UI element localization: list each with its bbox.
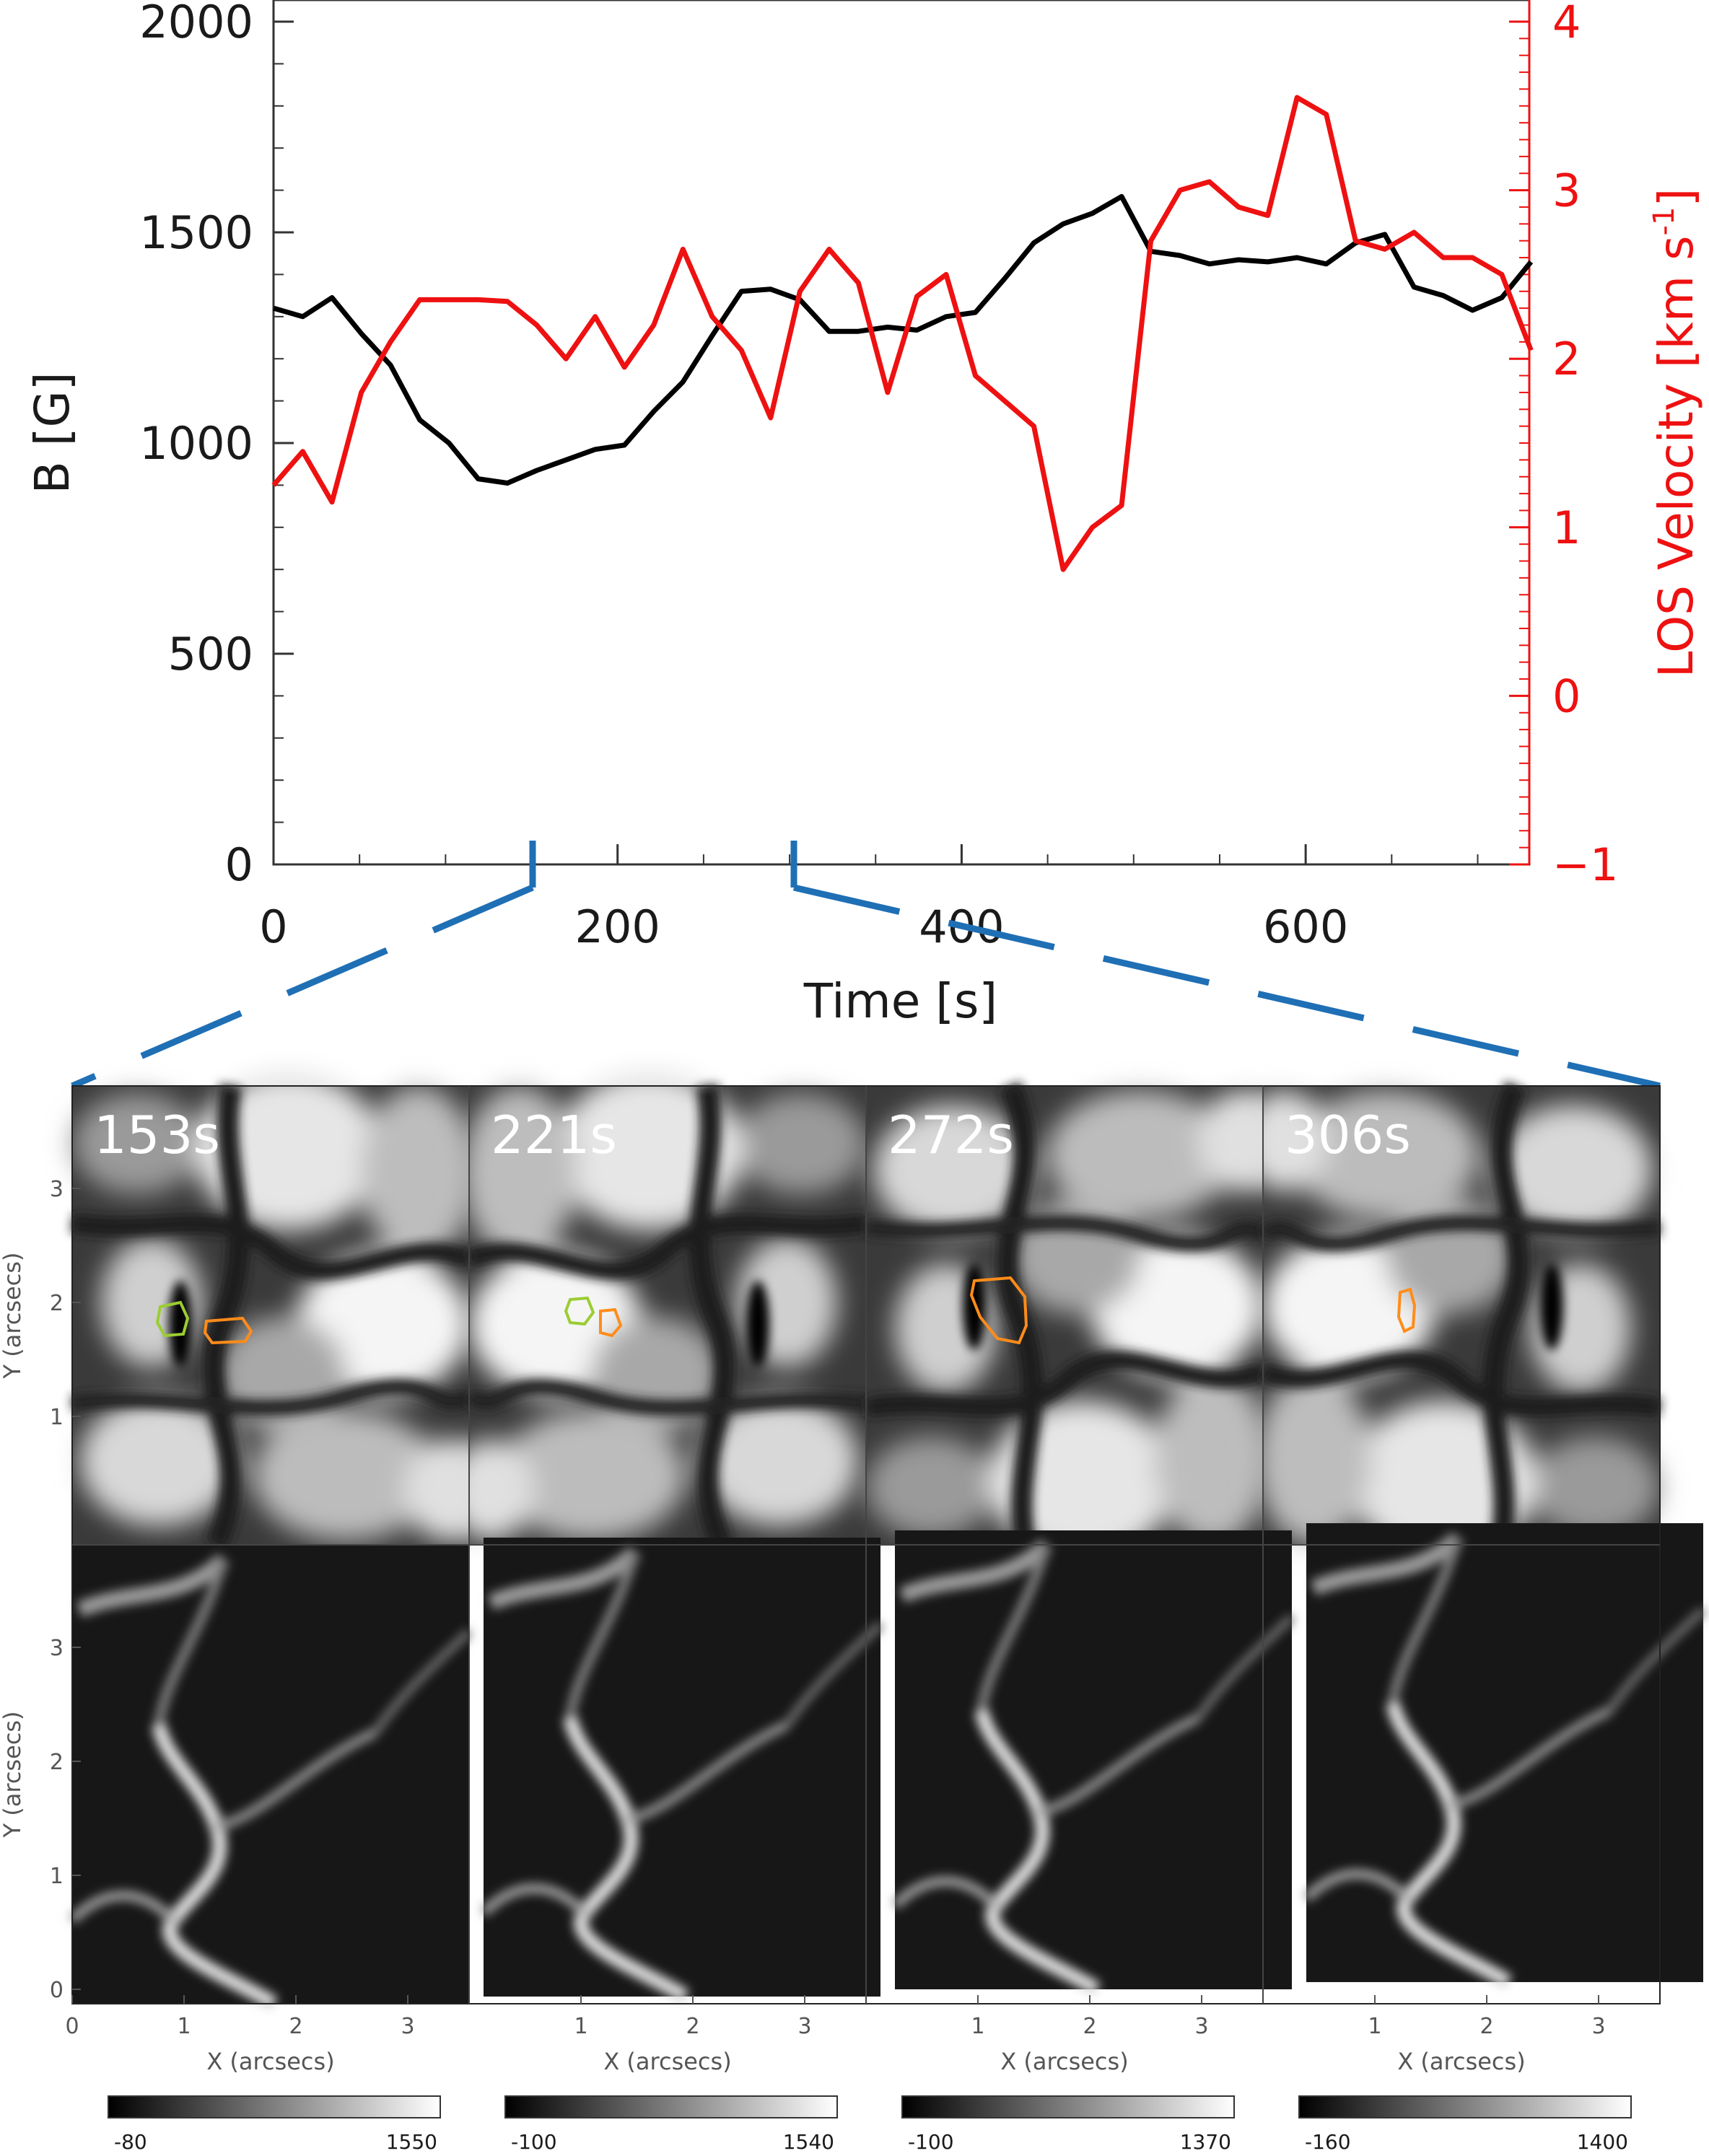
- y-tick-label: 1: [50, 1405, 64, 1430]
- colorbar-max-label: 1400: [1577, 2130, 1628, 2154]
- contour-green: [155, 1300, 190, 1338]
- right-y-axis: −1 0 1 2 3 4: [1509, 0, 1618, 891]
- contour-green: [564, 1296, 595, 1326]
- colorbar-min-label: -100: [908, 2130, 954, 2154]
- x-axis-label: X (arcsecs): [1397, 2048, 1525, 2075]
- y-tick-label: 3: [50, 1177, 64, 1202]
- grid-axes: 1 2 3 0 1 2 3 0 1 2 3 X (arcsecs) 1 2 3 X (arcsecs) 1 2 3 X…: [50, 1177, 1606, 2075]
- x-tick-label: 600: [1263, 900, 1348, 953]
- intensity-panel-3: [866, 1086, 1285, 1559]
- panel-labels: 153s 221s 272s 306s: [72, 1086, 1660, 2004]
- x-tick-label: 2: [686, 2014, 699, 2039]
- zoom-line-right: [792, 884, 1661, 1090]
- colorbar-min-label: -160: [1305, 2130, 1351, 2154]
- los-velocity-line: [271, 95, 1534, 572]
- series-layer: [271, 95, 1534, 572]
- x-tick-label: 1: [1368, 2014, 1381, 2039]
- y-axis-label-row1: Y (arcsecs): [0, 1253, 26, 1380]
- plot-frame: [272, 0, 1531, 866]
- intensity-panel-2: [447, 1072, 866, 1545]
- y-right-tick-label: 0: [1552, 670, 1581, 722]
- contour-orange: [1397, 1287, 1417, 1333]
- x-tick-label: 0: [259, 900, 287, 953]
- y-right-tick-label: −1: [1552, 838, 1618, 891]
- colorbar-max-label: 1550: [386, 2130, 437, 2154]
- y-axis-label-row2: Y (arcsecs): [0, 1712, 26, 1839]
- colorbars: -80 1550 -100 1540 -100 1370 -160 1400: [108, 2095, 1632, 2154]
- x-axis-label: X (arcsecs): [603, 2048, 731, 2075]
- y-right-tick-label: 4: [1552, 0, 1581, 48]
- colorbar-max-label: 1540: [783, 2130, 834, 2154]
- y-right-tick-label: 3: [1552, 165, 1581, 217]
- y-tick-label: 2: [50, 1291, 64, 1316]
- y-tick-label: 3: [50, 1636, 64, 1661]
- y-left-tick-label: 1000: [139, 417, 253, 470]
- x-tick-label: 1: [971, 2014, 984, 2039]
- contour-orange: [203, 1316, 253, 1345]
- colorbar: [108, 2095, 441, 2118]
- colorbar-max-label: 1370: [1180, 2130, 1231, 2154]
- contour-orange: [969, 1276, 1028, 1345]
- colorbar-min-label: -100: [511, 2130, 557, 2154]
- y-tick-label: 0: [50, 1978, 64, 2003]
- x-tick-label: 3: [401, 2014, 414, 2039]
- x-tick-label: 2: [289, 2014, 302, 2039]
- intensity-panel-4: [1241, 1086, 1660, 1559]
- y-left-tick-label: 0: [225, 838, 253, 891]
- x-axis: 0 200 400 600: [259, 844, 1479, 953]
- colorbar: [1298, 2095, 1632, 2118]
- x-tick-label: 3: [1591, 2014, 1605, 2039]
- x-tick-label: 0: [65, 2014, 79, 2039]
- y-tick-label: 2: [50, 1750, 64, 1775]
- colorbar: [901, 2095, 1235, 2118]
- magnetic-panel-4: [1306, 1523, 1703, 1982]
- x-axis-label: X (arcsecs): [206, 2048, 334, 2075]
- panel-time-label: 306s: [1285, 1105, 1411, 1165]
- b-field-line: [273, 193, 1534, 486]
- colorbar-min-label: -80: [114, 2130, 147, 2154]
- y-left-axis-label: B [G]: [25, 372, 80, 494]
- magnetic-panel-1: [72, 1545, 469, 2004]
- y-right-axis-label: LOS Velocity [km s-1]: [1648, 188, 1704, 678]
- y-right-axis-label-main: LOS Velocity [km s: [1648, 235, 1704, 678]
- y-right-tick-label: 2: [1552, 333, 1581, 385]
- left-y-axis: 0 500 1000 1500 2000: [139, 0, 294, 891]
- colorbar: [504, 2095, 838, 2118]
- magnetic-panel-2: [484, 1538, 880, 1997]
- y-right-axis-label-sup: -1: [1648, 207, 1681, 236]
- panel-time-label: 221s: [491, 1105, 617, 1165]
- x-tick-label: 2: [1083, 2014, 1096, 2039]
- x-axis-label: X (arcsecs): [1000, 2048, 1128, 2075]
- y-left-tick-label: 1500: [139, 206, 253, 259]
- y-left-tick-label: 2000: [139, 0, 253, 48]
- x-tick-label: 1: [177, 2014, 191, 2039]
- zoom-line-left: [71, 884, 534, 1090]
- panel-time-label: 272s: [888, 1105, 1014, 1165]
- y-right-axis-label-end: ]: [1648, 188, 1704, 207]
- intensity-panel-1: [72, 1072, 491, 1545]
- x-tick-label: 3: [797, 2014, 811, 2039]
- zoom-connector: [71, 841, 1661, 1090]
- y-tick-label: 1: [50, 1864, 64, 1889]
- panel-time-label: 153s: [94, 1105, 220, 1165]
- x-tick-label: 1: [574, 2014, 587, 2039]
- x-tick-label: 200: [575, 900, 660, 953]
- x-axis-label: Time [s]: [803, 973, 997, 1029]
- y-right-tick-label: 1: [1552, 501, 1581, 554]
- x-tick-label: 3: [1194, 2014, 1208, 2039]
- x-tick-label: 2: [1479, 2014, 1493, 2039]
- magnetic-panel-3: [895, 1530, 1292, 1989]
- contour-orange: [599, 1307, 623, 1338]
- y-left-tick-label: 500: [168, 628, 253, 680]
